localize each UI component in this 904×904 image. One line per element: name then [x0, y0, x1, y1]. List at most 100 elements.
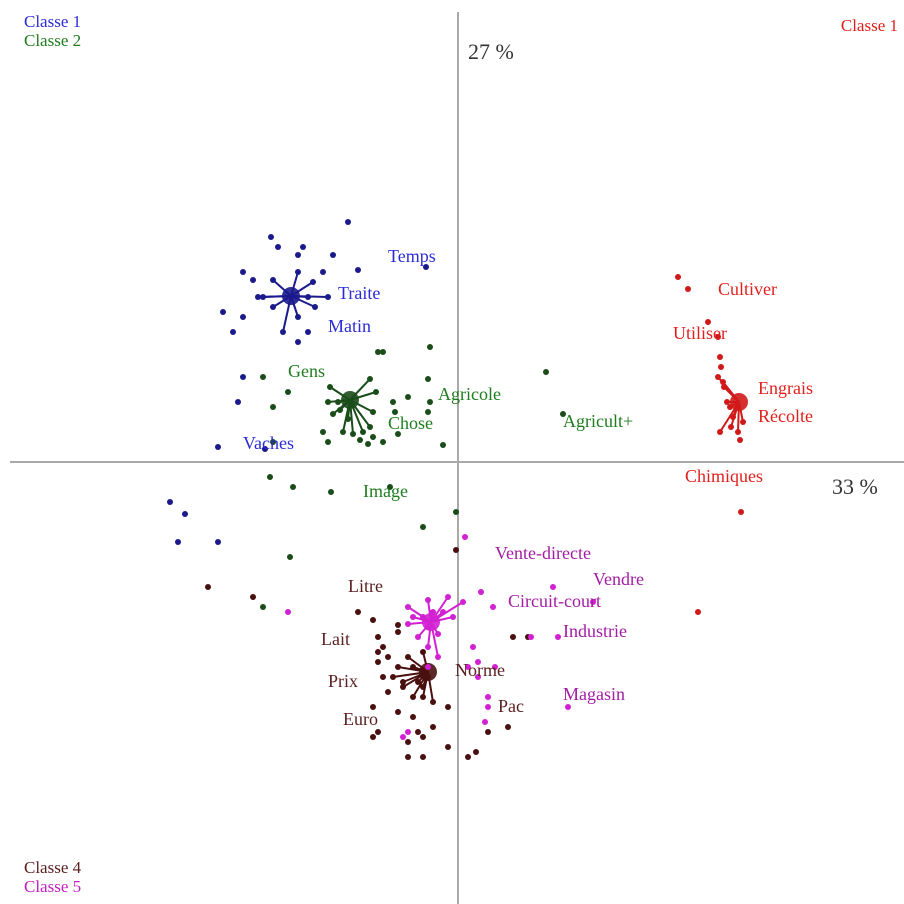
- series-4-point-24: [590, 599, 596, 605]
- series-4-point-14: [415, 634, 421, 640]
- series-1-point-19: [738, 509, 744, 515]
- series-2-point-6: [285, 389, 291, 395]
- series-2-point-37: [290, 484, 296, 490]
- series-1-point-2: [705, 319, 711, 325]
- series-1-point-0: [675, 274, 681, 280]
- series-0-point-3: [300, 244, 306, 250]
- series-3-point-6: [375, 634, 381, 640]
- series-3-point-27: [420, 694, 426, 700]
- series-0-point-28: [235, 399, 241, 405]
- series-4-point-25: [528, 634, 534, 640]
- series-3-point-21: [420, 684, 426, 690]
- point-label-15: Vendre: [593, 569, 644, 589]
- series-3-point-0: [453, 547, 459, 553]
- series-2-point-21: [425, 409, 431, 415]
- series-2-point-18: [330, 411, 336, 417]
- point-label-7: Récolte: [758, 406, 813, 426]
- series-4-point-22: [465, 664, 471, 670]
- series-3-point-15: [410, 664, 416, 670]
- legend-item-classe4: Classe 4: [24, 858, 82, 877]
- series-2-point-35: [367, 424, 373, 430]
- series-0-point-32: [182, 511, 188, 517]
- series-0-point-33: [175, 539, 181, 545]
- series-0-point-16: [255, 294, 261, 300]
- series-2-point-39: [387, 484, 393, 490]
- series-2-point-19: [345, 416, 351, 422]
- point-label-22: Euro: [343, 709, 378, 729]
- series-1-point-17: [737, 437, 743, 443]
- series-1-point-4: [717, 354, 723, 360]
- series-4-point-29: [485, 694, 491, 700]
- point-label-5: Utiliser: [673, 323, 727, 343]
- series-3-point-13: [375, 659, 381, 665]
- series-2-point-36: [267, 474, 273, 480]
- series-3-point-33: [430, 724, 436, 730]
- point-label-11: Chose: [388, 413, 433, 433]
- series-0-point-9: [310, 279, 316, 285]
- series-2-point-12: [390, 399, 396, 405]
- series-4-point-33: [405, 729, 411, 735]
- series-4-point-19: [470, 644, 476, 650]
- series-2-point-38: [328, 489, 334, 495]
- legend-item-classe5: Classe 5: [24, 877, 82, 896]
- legend-item-classe1-blue: Classe 1: [24, 12, 82, 31]
- series-2: [260, 344, 566, 610]
- series-2-point-22: [560, 411, 566, 417]
- series-3-point-16: [380, 674, 386, 680]
- series-3: [205, 547, 531, 760]
- series-0-point-22: [295, 314, 301, 320]
- point-label-9: Gens: [288, 361, 325, 381]
- series-3-point-40: [465, 754, 471, 760]
- series-0-point-4: [330, 252, 336, 258]
- series-4-point-6: [405, 604, 411, 610]
- series-2-point-15: [270, 404, 276, 410]
- series-2-point-8: [373, 389, 379, 395]
- series-1-point-3: [715, 334, 721, 340]
- series-3-point-9: [375, 649, 381, 655]
- series-3-point-10: [385, 654, 391, 660]
- series-4-point-32: [482, 719, 488, 725]
- series-3-point-3: [355, 609, 361, 615]
- series-3-point-41: [485, 729, 491, 735]
- series-3-point-19: [415, 679, 421, 685]
- series-0-point-18: [260, 294, 266, 300]
- series-2-point-29: [365, 441, 371, 447]
- series-0-point-17: [270, 304, 276, 310]
- series-4-point-21: [492, 664, 498, 670]
- series-2-point-42: [287, 554, 293, 560]
- series-0-point-1: [268, 234, 274, 240]
- series-3-point-38: [405, 754, 411, 760]
- series-2-point-0: [375, 349, 381, 355]
- series-0-point-26: [230, 329, 236, 335]
- series-3-point-30: [375, 729, 381, 735]
- point-label-0: Temps: [388, 246, 436, 266]
- series-0-point-12: [250, 277, 256, 283]
- series-0-point-34: [215, 539, 221, 545]
- series-0-point-5: [295, 252, 301, 258]
- series-2-point-33: [440, 442, 446, 448]
- series-2-centroid: [341, 391, 359, 409]
- series-0-point-11: [423, 264, 429, 270]
- series-4-point-4: [460, 599, 466, 605]
- series-0-centroid: [282, 287, 300, 305]
- series-2-point-5: [425, 376, 431, 382]
- series-3-point-31: [395, 709, 401, 715]
- series-0-point-14: [325, 294, 331, 300]
- series-1-point-15: [740, 419, 746, 425]
- series-4-point-12: [405, 621, 411, 627]
- series-4-point-15: [435, 631, 441, 637]
- series-0-point-19: [220, 309, 226, 315]
- series-3-point-1: [205, 584, 211, 590]
- series-4: [285, 534, 596, 740]
- series-2-point-11: [335, 399, 341, 405]
- series-4-point-7: [410, 614, 416, 620]
- point-label-21: Prix: [328, 671, 358, 691]
- series-4-centroid: [422, 613, 440, 631]
- series-3-point-34: [370, 734, 376, 740]
- legend-bottom-left: Classe 4 Classe 5: [24, 858, 81, 896]
- series-2-point-17: [370, 409, 376, 415]
- series-0-point-15: [305, 294, 311, 300]
- point-label-10: Agricole: [438, 384, 501, 404]
- point-label-14: Vente-directe: [495, 543, 591, 563]
- series-2-point-20: [392, 409, 398, 415]
